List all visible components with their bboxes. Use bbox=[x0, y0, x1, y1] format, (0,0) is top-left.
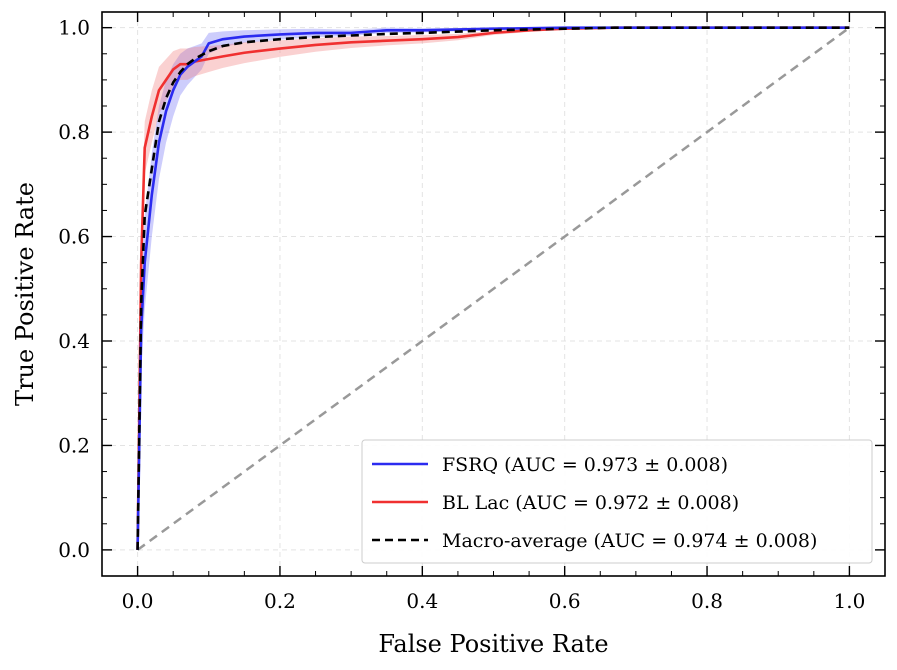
x-tick-label-2: 0.4 bbox=[406, 589, 438, 613]
y-tick-label-5: 1.0 bbox=[58, 16, 90, 40]
line-macro-average bbox=[136, 26, 850, 550]
x-tick-label-5: 1.0 bbox=[834, 589, 866, 613]
x-axis-label: False Positive Rate bbox=[378, 630, 608, 658]
y-axis-label: True Positive Rate bbox=[11, 182, 39, 406]
grid-layer bbox=[102, 12, 885, 576]
y-tick-label-3: 0.6 bbox=[58, 225, 90, 249]
legend-entry-bl-lac: BL Lac (AUC = 0.972 ± 0.008) bbox=[442, 492, 739, 514]
x-tick-label-1: 0.2 bbox=[264, 589, 296, 613]
series-lines bbox=[136, 26, 851, 551]
legend-entry-macro-average: Macro-average (AUC = 0.974 ± 0.008) bbox=[442, 530, 817, 552]
y-tick-label-1: 0.2 bbox=[58, 433, 90, 457]
legend: FSRQ (AUC = 0.973 ± 0.008) BL Lac (AUC =… bbox=[361, 439, 873, 564]
line-chance bbox=[136, 26, 851, 551]
x-tick-label-0: 0.0 bbox=[122, 589, 154, 613]
line-fsrq bbox=[136, 26, 850, 550]
y-tick-label-4: 0.8 bbox=[58, 120, 90, 144]
legend-entry-fsrq: FSRQ (AUC = 0.973 ± 0.008) bbox=[442, 454, 728, 476]
y-tick-label-0: 0.0 bbox=[58, 538, 90, 562]
x-tick-label-4: 0.8 bbox=[691, 589, 723, 613]
axis-ticks: 0.0 0.2 0.4 0.6 0.8 1.0 0.0 0.2 0.4 0.6 0.8 1.0 bbox=[58, 12, 885, 613]
legend-box bbox=[361, 439, 873, 564]
x-tick-label-3: 0.6 bbox=[549, 589, 581, 613]
line-bl-lac bbox=[136, 26, 850, 550]
y-tick-label-2: 0.4 bbox=[58, 329, 90, 353]
